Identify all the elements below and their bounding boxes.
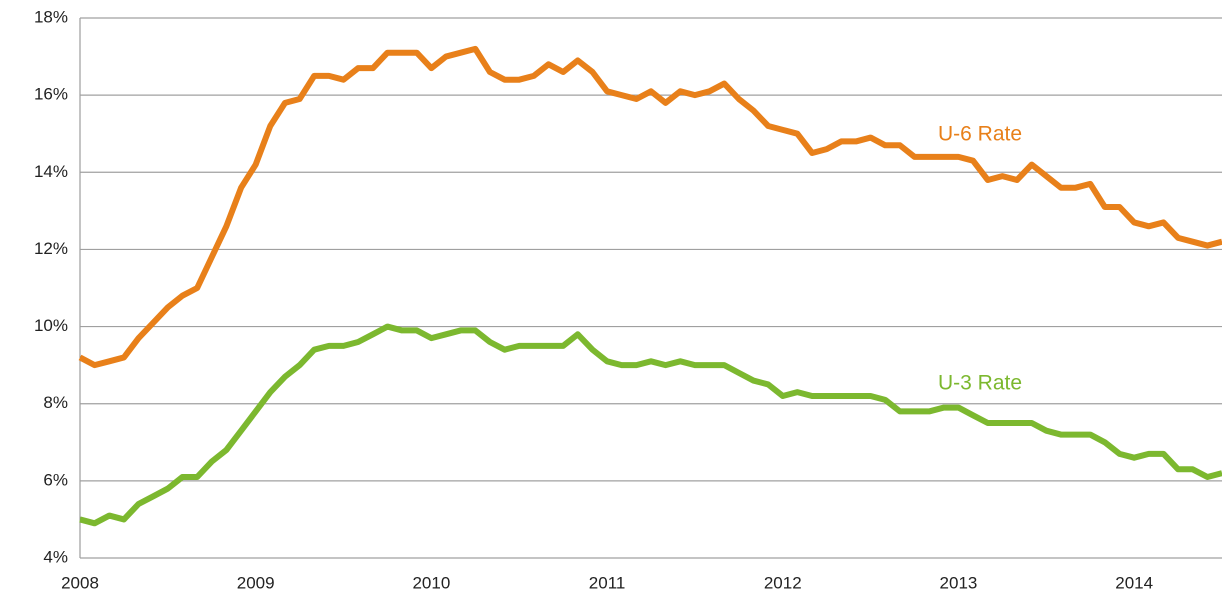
series-line <box>79 323 1222 527</box>
y-tick-label: 18% <box>34 7 68 26</box>
y-tick-label: 4% <box>43 547 68 566</box>
x-tick-label: 2013 <box>940 573 978 592</box>
y-tick-label: 16% <box>34 85 68 104</box>
x-tick-label: 2014 <box>1115 573 1153 592</box>
x-tick-label: 2010 <box>412 573 450 592</box>
series-label: U-3 Rate <box>938 372 1022 395</box>
y-tick-label: 12% <box>34 239 68 258</box>
y-tick-label: 8% <box>43 393 68 412</box>
x-tick-label: 2012 <box>764 573 802 592</box>
y-tick-label: 10% <box>34 316 68 335</box>
series-label: U-6 Rate <box>938 123 1022 146</box>
x-tick-label: 2008 <box>61 573 99 592</box>
x-tick-label: 2011 <box>589 573 626 592</box>
y-tick-label: 6% <box>43 470 68 489</box>
x-tick-label: 2009 <box>237 573 275 592</box>
y-tick-label: 14% <box>34 162 68 181</box>
series-line <box>78 45 1222 369</box>
